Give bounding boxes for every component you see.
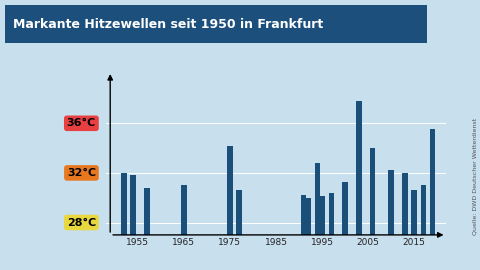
Bar (370, 148, 375, 235)
Bar (315, 163, 320, 235)
Bar (388, 170, 394, 235)
Bar (227, 146, 233, 235)
Text: 28°C: 28°C (67, 218, 96, 228)
Bar (144, 188, 150, 235)
Bar (328, 193, 334, 235)
Bar (131, 176, 136, 235)
Bar (430, 130, 435, 235)
Bar (305, 198, 311, 235)
Bar (342, 182, 348, 235)
Bar (356, 101, 361, 235)
Bar (236, 190, 242, 235)
Text: 36°C: 36°C (67, 118, 96, 128)
Text: Quelle: DWD Deutscher Wetterdienst: Quelle: DWD Deutscher Wetterdienst (473, 118, 478, 235)
Bar (402, 173, 408, 235)
Bar (301, 195, 306, 235)
Bar (411, 190, 417, 235)
Bar (420, 185, 426, 235)
Bar (181, 185, 187, 235)
Text: 32°C: 32°C (67, 168, 96, 178)
Bar (319, 197, 325, 235)
Bar (121, 173, 127, 235)
Text: Markante Hitzewellen seit 1950 in Frankfurt: Markante Hitzewellen seit 1950 in Frankf… (13, 18, 324, 31)
